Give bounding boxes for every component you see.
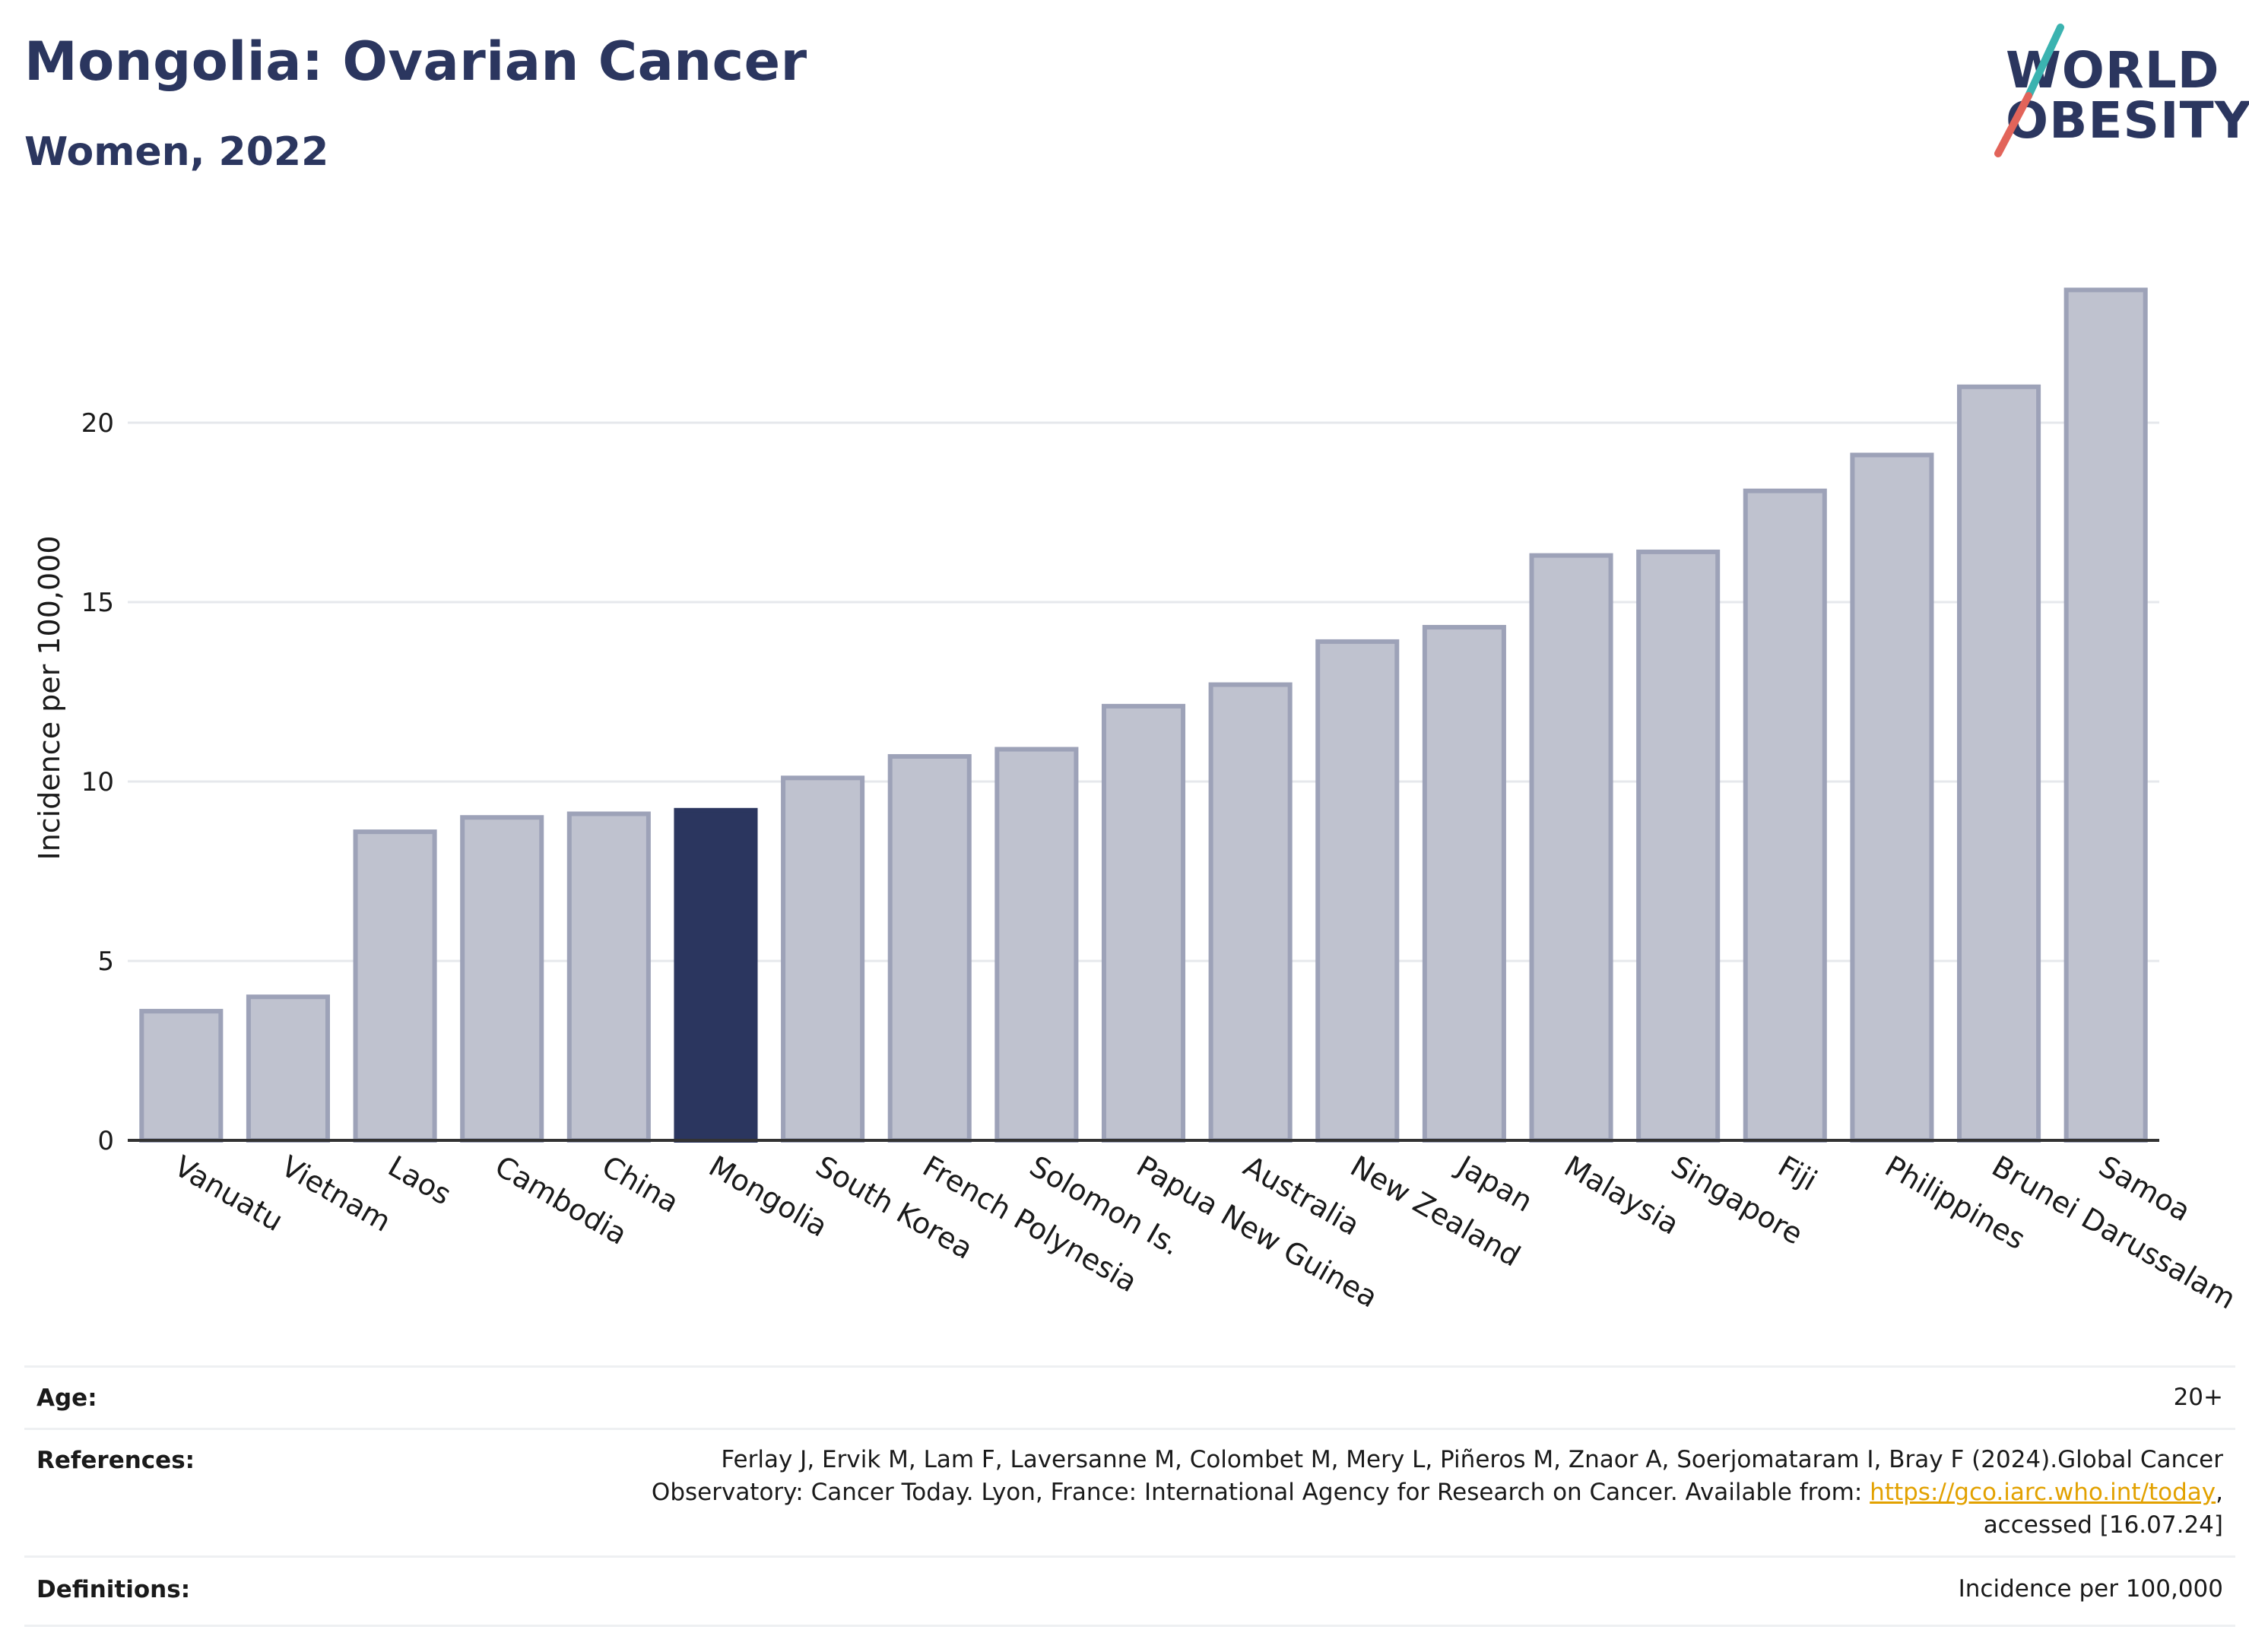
references-value: Ferlay J, Ervik M, Lam F, Laversanne M, … <box>652 1444 2223 1542</box>
x-tick-label: Fiji <box>1772 1149 1822 1197</box>
bar-philippines <box>1850 452 1934 1143</box>
references-line-2: Observatory: Cancer Today. Lyon, France:… <box>652 1476 2223 1509</box>
bar-vietnam <box>246 994 330 1143</box>
y-tick-label: 20 <box>81 408 114 439</box>
info-row-references: References: Ferlay J, Ervik M, Lam F, La… <box>24 1428 2235 1558</box>
info-row-age: Age: 20+ <box>24 1365 2235 1430</box>
bar-fiji <box>1743 488 1827 1143</box>
x-tick-label: Mongolia <box>703 1149 833 1244</box>
world-obesity-logo: WORLD OBESITY <box>1977 23 2249 163</box>
references-line-2-text: Observatory: Cancer Today. Lyon, France:… <box>651 1479 1870 1506</box>
definitions-value: Incidence per 100,000 <box>1958 1575 2223 1603</box>
bar-new-zealand <box>1315 639 1400 1143</box>
references-line-2-end: , <box>2216 1479 2223 1506</box>
bar-brunei-darussalam <box>1957 384 2041 1143</box>
y-tick-label: 5 <box>97 946 114 977</box>
x-tick-label: Vietnam <box>275 1149 396 1238</box>
bar-chart: 0 5 10 15 20 Incidence per 100,000 VanuatuViet… <box>33 287 2241 1316</box>
x-tick-label: Vanuatu <box>169 1149 289 1238</box>
y-tick-label: 15 <box>81 588 114 618</box>
references-line-3: accessed [16.07.24] <box>1983 1511 2223 1539</box>
references-line-1: Ferlay J, Ervik M, Lam F, Laversanne M, … <box>721 1446 2223 1473</box>
bar-singapore <box>1636 549 1721 1143</box>
x-tick-label: Malaysia <box>1559 1149 1685 1241</box>
y-axis-label: Incidence per 100,000 <box>33 535 66 860</box>
bar-mongolia <box>674 807 758 1143</box>
x-tick-label: Laos <box>382 1149 457 1212</box>
bar-french-polynesia <box>887 753 972 1143</box>
bar-australia <box>1208 682 1293 1143</box>
chart-title: Mongolia: Ovarian Cancer <box>24 30 807 93</box>
bar-vanuatu <box>139 1009 224 1143</box>
references-label: References: <box>36 1447 195 1474</box>
bar-samoa <box>2063 287 2148 1143</box>
age-label: Age: <box>36 1384 97 1412</box>
bar-papua-new-guinea <box>1101 703 1186 1143</box>
bar-japan <box>1422 625 1506 1143</box>
bar-laos <box>353 829 437 1143</box>
definitions-label: Definitions: <box>36 1576 191 1603</box>
y-tick-label: 10 <box>81 767 114 797</box>
logo-line-2: OBESITY <box>2006 91 2249 150</box>
age-value: 20+ <box>2173 1384 2223 1411</box>
bar-solomon-is- <box>994 747 1079 1143</box>
info-row-definitions: Definitions: Incidence per 100,000 <box>24 1555 2235 1627</box>
bar-cambodia <box>460 815 544 1143</box>
logo-slash-icon <box>1994 24 2064 157</box>
references-link[interactable]: https://gco.iarc.who.int/today <box>1870 1479 2216 1506</box>
bar-south-korea <box>781 775 865 1143</box>
bar-malaysia <box>1529 553 1613 1143</box>
bar-china <box>566 811 651 1143</box>
chart-subtitle: Women, 2022 <box>24 129 329 175</box>
y-tick-label: 0 <box>97 1126 114 1156</box>
